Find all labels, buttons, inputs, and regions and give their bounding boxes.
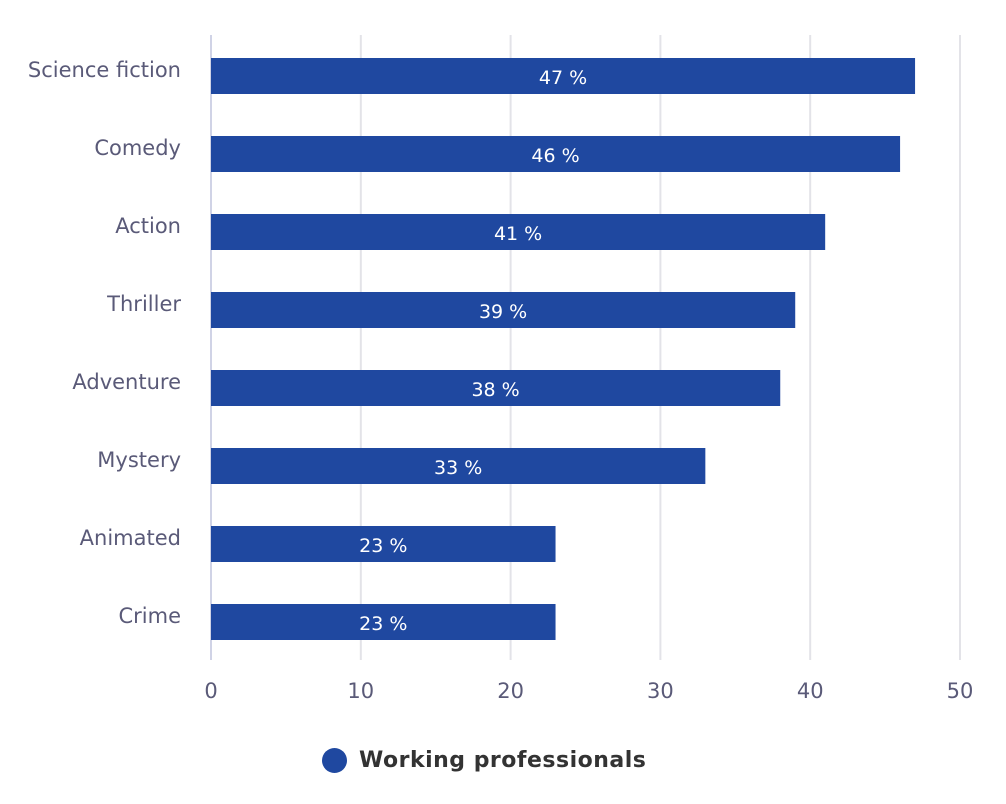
x-tick-label: 10 — [347, 679, 374, 703]
data-label: 33 % — [434, 457, 482, 479]
bar — [211, 58, 916, 94]
bar — [211, 604, 556, 640]
category-label: Comedy — [94, 136, 181, 160]
x-tick-label: 40 — [797, 679, 824, 703]
category-label: Animated — [80, 526, 181, 550]
legend-marker — [322, 748, 347, 773]
data-label: 39 % — [479, 301, 527, 323]
data-label: 41 % — [494, 223, 542, 245]
category-label: Crime — [118, 604, 181, 628]
category-label: Science fiction — [28, 58, 181, 82]
x-tick-label: 20 — [497, 679, 524, 703]
bar — [211, 526, 556, 562]
bar — [211, 214, 826, 250]
category-label: Adventure — [72, 370, 181, 394]
x-tick-label: 0 — [204, 679, 217, 703]
bar — [211, 370, 781, 406]
bar — [211, 136, 901, 172]
category-label: Thriller — [106, 292, 181, 316]
legend[interactable]: Working professionals — [322, 748, 646, 773]
legend-label: Working professionals — [359, 748, 647, 773]
data-label: 23 % — [359, 535, 407, 557]
bar — [211, 292, 796, 328]
data-label: 47 % — [539, 67, 587, 89]
data-label: 23 % — [359, 613, 407, 635]
category-label: Action — [115, 214, 181, 238]
x-tick-label: 50 — [947, 679, 974, 703]
x-tick-label: 30 — [647, 679, 674, 703]
data-label: 38 % — [471, 379, 519, 401]
data-label: 46 % — [531, 145, 579, 167]
bar — [211, 448, 706, 484]
category-label: Mystery — [97, 448, 181, 472]
